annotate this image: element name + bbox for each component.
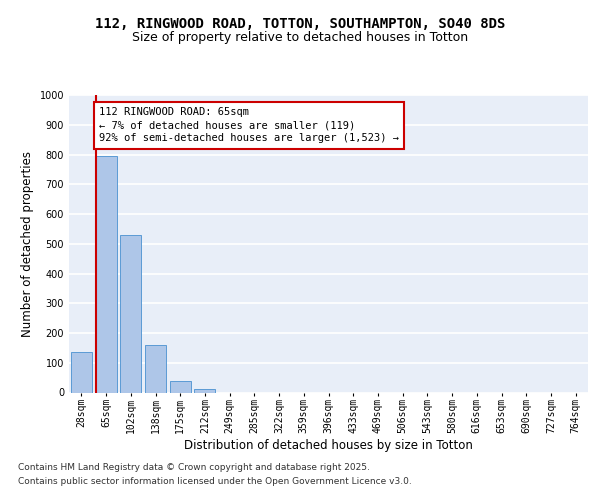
Bar xyxy=(71,352,92,393)
Text: Contains public sector information licensed under the Open Government Licence v3: Contains public sector information licen… xyxy=(18,477,412,486)
Bar xyxy=(95,156,116,392)
Text: Size of property relative to detached houses in Totton: Size of property relative to detached ho… xyxy=(132,31,468,44)
X-axis label: Distribution of detached houses by size in Totton: Distribution of detached houses by size … xyxy=(184,439,473,452)
Bar xyxy=(145,345,166,393)
Text: 112, RINGWOOD ROAD, TOTTON, SOUTHAMPTON, SO40 8DS: 112, RINGWOOD ROAD, TOTTON, SOUTHAMPTON,… xyxy=(95,18,505,32)
Y-axis label: Number of detached properties: Number of detached properties xyxy=(21,151,34,337)
Text: Contains HM Land Registry data © Crown copyright and database right 2025.: Contains HM Land Registry data © Crown c… xyxy=(18,464,370,472)
Bar xyxy=(194,388,215,392)
Text: 112 RINGWOOD ROAD: 65sqm
← 7% of detached houses are smaller (119)
92% of semi-d: 112 RINGWOOD ROAD: 65sqm ← 7% of detache… xyxy=(99,107,399,144)
Bar xyxy=(120,235,141,392)
Bar xyxy=(170,382,191,392)
